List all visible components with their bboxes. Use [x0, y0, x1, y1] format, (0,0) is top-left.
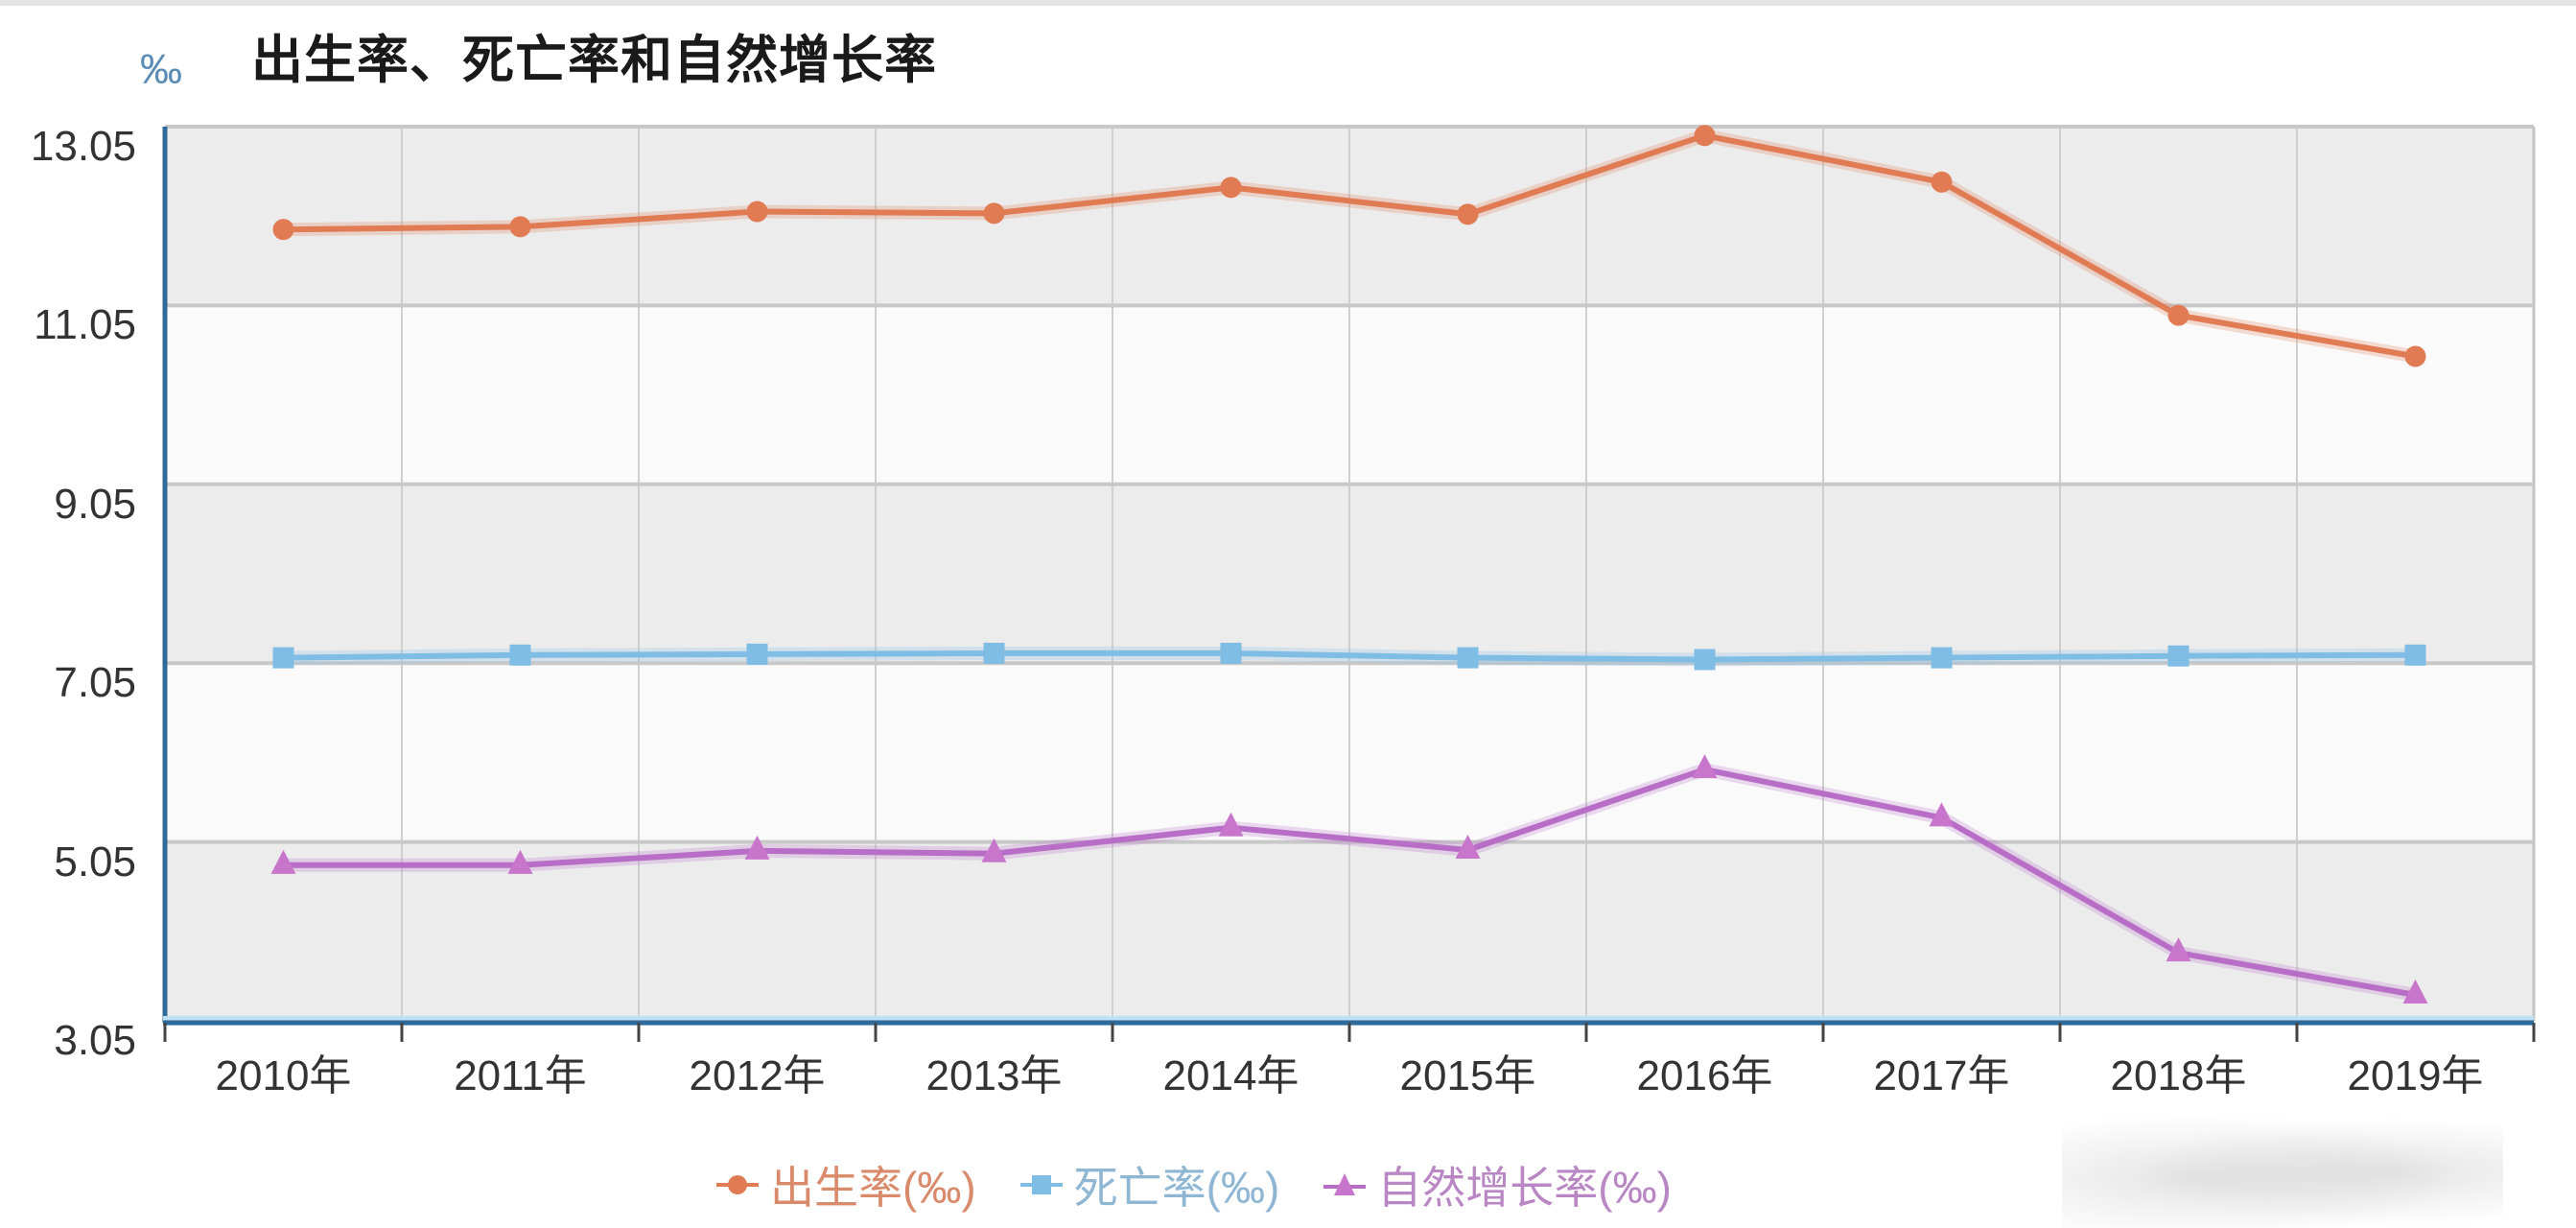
data-point-marker[interactable]: [2166, 937, 2191, 962]
data-point-marker[interactable]: [1931, 171, 1953, 193]
x-tick-label: 2015年: [1399, 1052, 1536, 1099]
series-death-rate: [272, 642, 2426, 671]
data-point-marker[interactable]: [1457, 647, 1479, 669]
x-tick-label: 2012年: [689, 1052, 826, 1099]
circle-marker-icon: [716, 1175, 759, 1194]
data-point-marker[interactable]: [1455, 834, 1481, 859]
x-tick-label: 2014年: [1162, 1052, 1300, 1099]
data-point-marker[interactable]: [744, 835, 770, 860]
data-point-marker[interactable]: [1694, 649, 1716, 671]
data-point-marker[interactable]: [272, 647, 294, 669]
data-point-marker[interactable]: [509, 216, 531, 238]
x-tick-label: 2013年: [925, 1052, 1063, 1099]
top-border: [0, 0, 2576, 6]
y-tick-label: 7.05: [54, 659, 136, 707]
x-tick-label: 2016年: [1636, 1052, 1773, 1099]
data-point-marker[interactable]: [2167, 645, 2190, 667]
data-point-marker[interactable]: [270, 849, 296, 874]
series-birth-rate: [272, 125, 2426, 367]
x-tick-label: 2010年: [215, 1052, 352, 1099]
series-natural-growth-rate: [270, 754, 2428, 1004]
series-line: [283, 649, 2416, 663]
x-tick-label: 2011年: [454, 1052, 587, 1099]
triangle-marker-icon: [1323, 1173, 1367, 1195]
data-point-marker[interactable]: [1694, 125, 1716, 147]
y-tick-label: 3.05: [54, 1017, 136, 1064]
data-point-marker[interactable]: [1220, 177, 1242, 199]
data-point-marker[interactable]: [1220, 642, 1242, 664]
data-point-marker[interactable]: [2404, 644, 2426, 666]
legend-label: 出生率(‰): [770, 1163, 976, 1213]
x-tick-label: 2017年: [1873, 1052, 2010, 1099]
data-point-marker[interactable]: [981, 838, 1007, 862]
data-point-marker[interactable]: [272, 219, 294, 241]
data-point-marker[interactable]: [1929, 802, 1955, 827]
y-tick-label: 5.05: [54, 838, 136, 886]
series-line: [283, 132, 2417, 360]
data-point-marker[interactable]: [1931, 647, 1953, 669]
data-point-marker[interactable]: [1457, 203, 1479, 225]
data-point-marker[interactable]: [2404, 345, 2426, 367]
legend-label: 自然增长率(‰): [1377, 1163, 1672, 1213]
legend-label: 死亡率(‰): [1073, 1163, 1280, 1213]
x-tick-label: 2018年: [2110, 1052, 2247, 1099]
data-point-marker[interactable]: [983, 202, 1005, 224]
data-point-marker[interactable]: [509, 644, 531, 666]
square-marker-icon: [1019, 1175, 1063, 1194]
series-line: [283, 767, 2417, 998]
data-point-marker[interactable]: [1692, 754, 1718, 779]
watermark-shadow: [2062, 1103, 2503, 1228]
legend: 出生率(‰) 死亡率(‰) 自然增长率(‰): [714, 1156, 1672, 1214]
y-tick-label: 11.05: [34, 301, 136, 349]
legend-item-natural-growth-rate[interactable]: 自然增长率(‰): [1322, 1153, 1672, 1216]
chart-title: 出生率、死亡率和自然增长率: [251, 32, 937, 89]
x-tick-label: 2019年: [2347, 1052, 2484, 1099]
y-tick-label: 13.05: [30, 123, 136, 170]
data-point-marker[interactable]: [507, 849, 533, 874]
legend-item-birth-rate[interactable]: 出生率(‰): [714, 1153, 976, 1216]
y-axis-unit-label: ‰: [140, 46, 182, 93]
data-point-marker[interactable]: [746, 201, 768, 223]
data-point-marker[interactable]: [2402, 979, 2428, 1004]
data-point-marker[interactable]: [983, 642, 1005, 664]
data-point-marker[interactable]: [746, 643, 768, 665]
legend-item-death-rate[interactable]: 死亡率(‰): [1019, 1153, 1280, 1216]
data-point-marker[interactable]: [2167, 304, 2190, 326]
data-point-marker[interactable]: [1218, 812, 1244, 837]
y-tick-label: 9.05: [54, 480, 136, 528]
